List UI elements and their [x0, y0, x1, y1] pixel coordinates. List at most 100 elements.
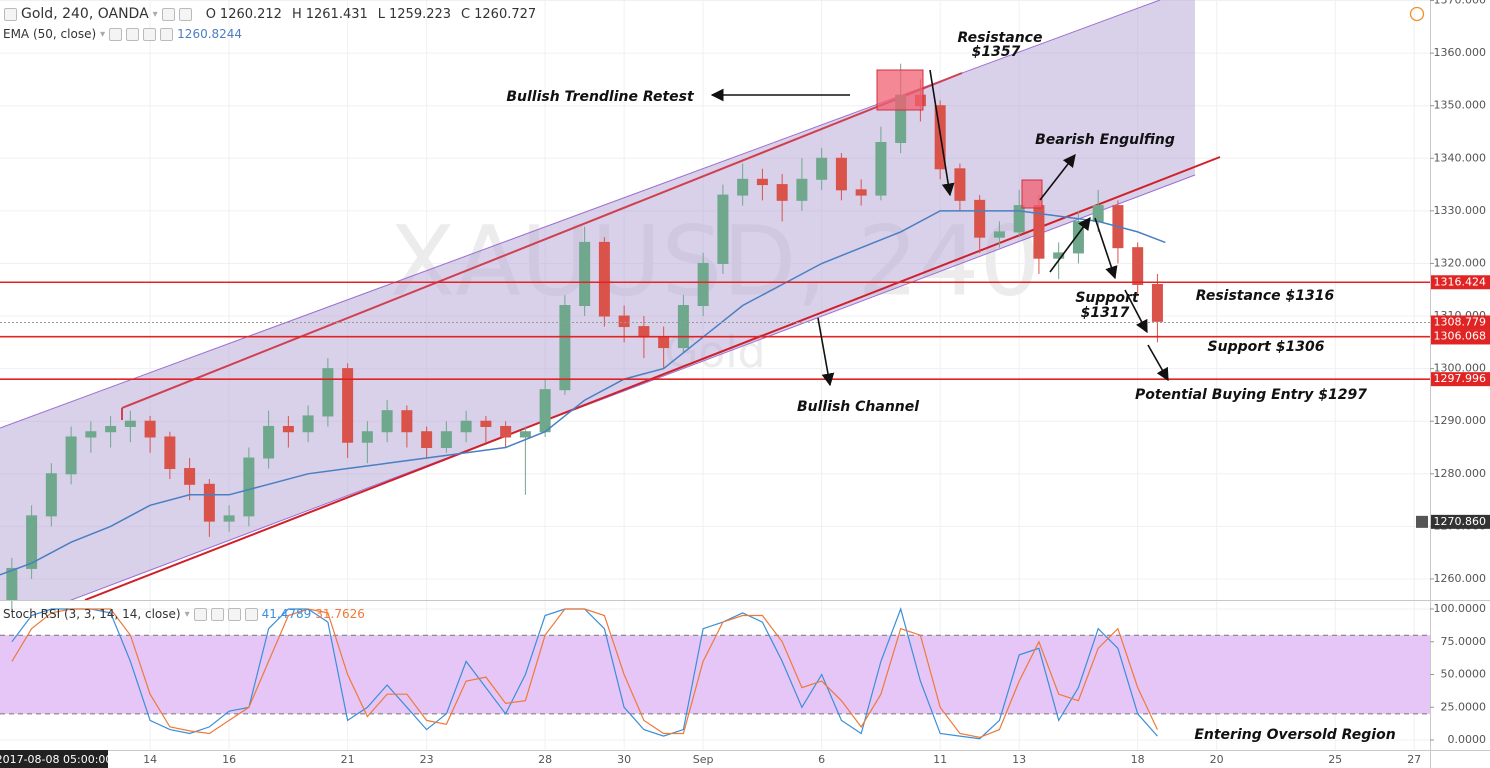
- candle-body: [539, 389, 551, 433]
- candle-body: [243, 457, 255, 517]
- settings-icon[interactable]: [193, 607, 207, 621]
- y-tick-label: 1260.000: [1434, 572, 1487, 585]
- candle-body: [401, 410, 413, 433]
- candle-body: [184, 468, 196, 485]
- y-tick-label: 25.0000: [1441, 700, 1487, 713]
- candle-body: [322, 368, 334, 417]
- candle-body: [717, 194, 729, 264]
- candle-body: [737, 178, 749, 196]
- caret[interactable]: ▾: [100, 28, 106, 40]
- trendline-top: [121, 72, 963, 409]
- stoch-k-value: 41.4789: [261, 607, 312, 621]
- ohlc-key: O: [205, 6, 216, 22]
- candle-body: [460, 420, 472, 433]
- price-label: 1316.424: [1434, 275, 1487, 288]
- y-tick-label: 1370.000: [1434, 0, 1487, 7]
- annotation: Bullish Channel: [797, 399, 919, 415]
- candle-body: [361, 431, 373, 443]
- alert-icon[interactable]: [1409, 6, 1425, 22]
- y-tick-label: 0.0000: [1448, 733, 1487, 746]
- candle-body: [480, 420, 492, 427]
- x-tick-label: Sep: [693, 753, 714, 766]
- arrow: [1039, 153, 1076, 201]
- collapse-icon[interactable]: [4, 7, 17, 21]
- y-tick-label: 1300.000: [1434, 362, 1487, 375]
- candle-body: [302, 415, 314, 433]
- candle-body: [381, 410, 393, 433]
- settings-icon[interactable]: [109, 27, 123, 41]
- price-label-box: [1431, 329, 1490, 344]
- ohlc-value: 1260.727: [474, 6, 537, 22]
- settings-icon[interactable]: [244, 607, 258, 621]
- price-label: 1306.068: [1434, 330, 1487, 343]
- candle-body: [598, 241, 610, 317]
- y-tick-label: 75.0000: [1441, 635, 1487, 648]
- ohlc-key: L: [377, 6, 386, 22]
- time-label-box: [0, 750, 108, 768]
- annotation: Bearish Engulfing: [1035, 132, 1175, 148]
- candle-body: [677, 305, 689, 349]
- annotation: Resistance: [958, 30, 1043, 46]
- crosshair-plus: [1416, 515, 1428, 528]
- ohlc-key: C: [461, 6, 471, 22]
- candle-body: [144, 420, 156, 438]
- candle-body: [124, 420, 136, 427]
- candle-body: [282, 425, 294, 433]
- x-tick-label: 28: [538, 753, 552, 766]
- x-tick-label: 13: [1012, 753, 1026, 766]
- ema-value: 1260.8244: [177, 27, 243, 41]
- stoch-title: Stoch RSI (3, 3, 14, 14, close): [3, 607, 181, 621]
- channel-upper: [0, 0, 1161, 429]
- channel-fill: [0, 0, 1195, 600]
- ohlc: O 1260.212 H 1261.431 L 1259.223 C 1260.727: [200, 7, 536, 22]
- stoch-d-value: 31.7626: [315, 607, 365, 621]
- ohlc-value: 1259.223: [389, 6, 452, 22]
- price-label: 1297.996: [1434, 372, 1487, 385]
- candle-body: [203, 483, 215, 522]
- settings-icon[interactable]: [178, 7, 192, 21]
- candle-body: [993, 231, 1005, 238]
- candle-body: [559, 305, 571, 391]
- highlights: [876, 69, 1043, 209]
- y-tick-label: 1360.000: [1434, 46, 1487, 59]
- settings-icon[interactable]: [126, 27, 140, 41]
- x-tick-label: 16: [222, 753, 236, 766]
- price-label-box: [1431, 315, 1490, 330]
- settings-icon[interactable]: [161, 7, 175, 21]
- candle-body: [263, 425, 275, 459]
- candle-body: [1013, 205, 1025, 233]
- candle-body: [974, 199, 986, 238]
- x-tick-label: 20: [1210, 753, 1224, 766]
- candle-body: [835, 157, 847, 191]
- candle-body: [164, 436, 176, 470]
- candle-body: [776, 184, 788, 201]
- candle-body: [105, 425, 117, 433]
- symbol-legend: Gold, 240, OANDA ▾ O 1260.212 H 1261.431 L 12…: [4, 6, 536, 22]
- candle-body: [855, 189, 867, 196]
- price-label: 1308.779: [1434, 315, 1487, 328]
- symbol: Gold, 240, OANDA: [21, 6, 149, 22]
- y-tick-label: 1290.000: [1434, 414, 1487, 427]
- arrow: [1049, 216, 1091, 273]
- settings-icon[interactable]: [143, 27, 157, 41]
- candle-body: [954, 168, 966, 201]
- caret[interactable]: ▾: [184, 608, 190, 620]
- annotation: Resistance $1316: [1196, 288, 1335, 304]
- settings-icon[interactable]: [210, 607, 224, 621]
- annotation: Potential Buying Entry $1297: [1135, 387, 1367, 403]
- ema-line: [0, 210, 1166, 576]
- band: [0, 635, 1430, 714]
- ohlc-key: H: [291, 6, 302, 22]
- price-label-box: [1431, 372, 1490, 387]
- settings-icon[interactable]: [160, 27, 174, 41]
- candle-body: [1132, 247, 1144, 285]
- x-tick-label: 30: [617, 753, 631, 766]
- annotation: Support $1306: [1208, 339, 1325, 355]
- caret[interactable]: ▾: [152, 8, 158, 20]
- ohlc-value: 1261.431: [305, 6, 368, 22]
- candle-body: [1053, 252, 1065, 259]
- candle-body: [421, 431, 433, 449]
- settings-icon[interactable]: [227, 607, 241, 621]
- y-tick-label: 50.0000: [1441, 668, 1487, 681]
- candle-body: [6, 567, 18, 601]
